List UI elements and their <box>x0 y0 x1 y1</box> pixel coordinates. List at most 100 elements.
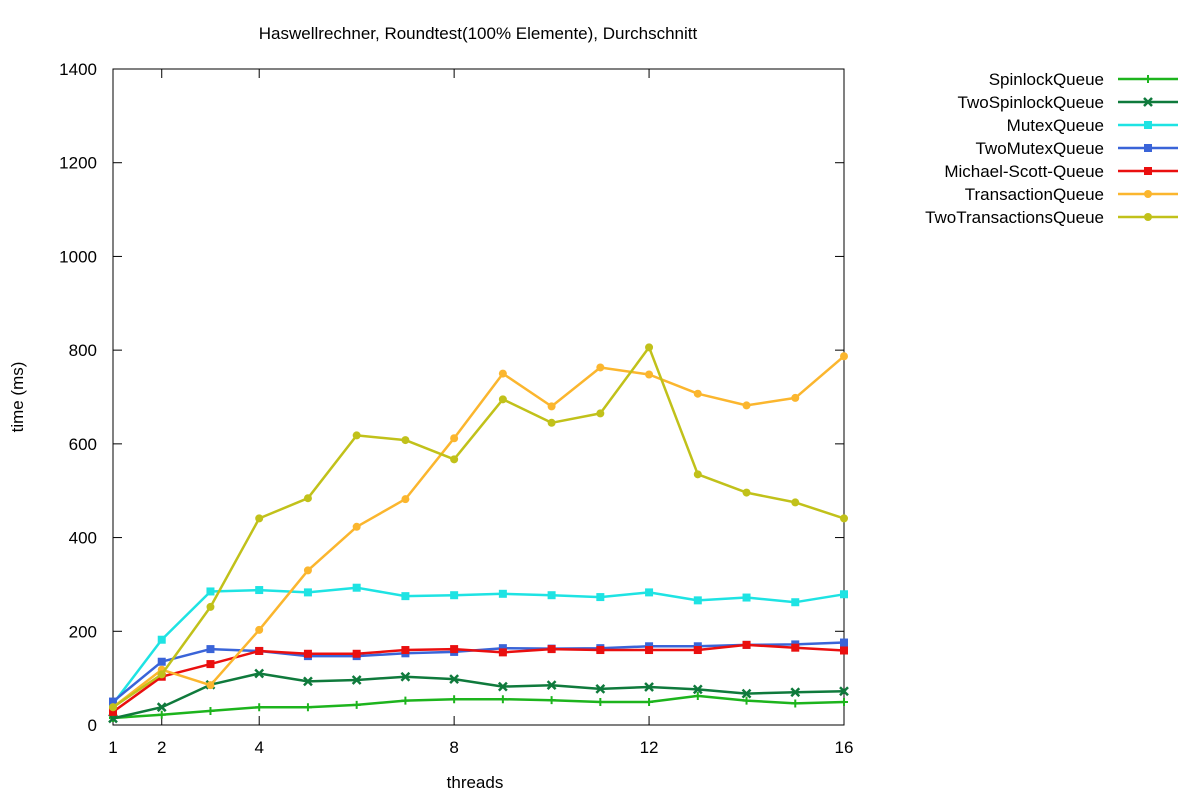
data-point <box>352 522 361 531</box>
legend-marker <box>1144 213 1152 221</box>
data-point <box>254 668 265 679</box>
series-line <box>112 672 845 720</box>
data-point <box>497 681 508 692</box>
data-point <box>450 455 459 464</box>
x-tick-label: 2 <box>157 738 166 757</box>
data-point <box>206 587 215 596</box>
legend-marker <box>1144 75 1152 83</box>
legend-entry: MutexQueue <box>1007 116 1178 135</box>
data-point <box>303 649 312 658</box>
data-point <box>742 488 751 497</box>
series-line <box>112 355 845 709</box>
y-tick-label: 0 <box>88 716 97 735</box>
data-point <box>156 702 167 713</box>
data-point <box>352 431 361 440</box>
data-point <box>791 598 800 607</box>
data-point <box>693 389 702 398</box>
legend: SpinlockQueue TwoSpinlockQueue MutexQueue T… <box>925 70 1178 227</box>
data-point <box>498 589 507 598</box>
data-point <box>742 696 751 705</box>
y-axis-label: time (ms) <box>8 362 27 433</box>
plot-frame <box>112 68 845 726</box>
legend-label: Michael-Scott-Queue <box>944 162 1104 181</box>
legend-label: SpinlockQueue <box>989 70 1104 89</box>
data-point <box>157 657 166 666</box>
data-point <box>546 680 557 691</box>
y-tick-label: 1000 <box>59 247 97 266</box>
data-point <box>255 514 264 523</box>
data-point <box>791 643 800 652</box>
data-point <box>645 698 654 707</box>
data-point <box>547 645 556 654</box>
legend-entry: TwoSpinlockQueue <box>958 93 1178 112</box>
data-point <box>109 703 117 712</box>
data-point <box>206 645 215 654</box>
data-point <box>645 343 654 352</box>
x-tick-label: 1 <box>108 738 117 757</box>
data-point <box>596 646 605 655</box>
data-point <box>645 646 654 655</box>
data-point <box>157 635 166 644</box>
data-point <box>644 682 654 692</box>
data-point <box>450 434 459 443</box>
data-point <box>596 409 605 418</box>
data-point <box>109 697 117 706</box>
x-axis-label: threads <box>447 773 504 792</box>
data-point <box>693 470 702 479</box>
data-point <box>693 646 702 655</box>
data-point <box>400 671 411 682</box>
legend-marker <box>1144 121 1152 129</box>
chart-title: Haswellrechner, Roundtest(100% Elemente)… <box>259 24 698 43</box>
series-line <box>112 346 845 709</box>
data-point <box>109 707 117 716</box>
legend-entry: TwoTransactionsQueue <box>925 208 1178 227</box>
data-point <box>255 646 264 655</box>
data-point <box>692 684 703 695</box>
data-point <box>157 710 166 719</box>
legend-entry: SpinlockQueue <box>989 70 1178 89</box>
series-line <box>112 643 845 713</box>
data-point <box>498 369 507 378</box>
legend-marker <box>1144 144 1152 152</box>
data-point <box>645 588 654 597</box>
data-point <box>401 592 410 601</box>
data-point <box>547 402 556 411</box>
legend-label: TransactionQueue <box>965 185 1104 204</box>
data-point <box>547 591 556 600</box>
legend-marker <box>1143 97 1153 107</box>
data-point <box>742 401 751 410</box>
data-point <box>303 703 312 712</box>
x-tick-label: 8 <box>449 738 458 757</box>
data-point <box>352 700 361 709</box>
data-point <box>303 566 312 575</box>
data-point <box>352 649 361 658</box>
data-point <box>401 696 410 705</box>
data-point <box>157 670 166 679</box>
y-tick-label: 600 <box>69 435 97 454</box>
data-point <box>206 681 215 690</box>
data-point <box>498 648 507 657</box>
data-point <box>401 436 410 445</box>
data-point <box>547 696 556 705</box>
data-point <box>498 395 507 404</box>
data-point <box>840 514 848 523</box>
legend-marker <box>1144 190 1152 198</box>
data-point <box>547 418 556 427</box>
data-point <box>840 698 848 707</box>
data-point <box>498 695 507 704</box>
data-point <box>693 691 702 700</box>
series-line <box>112 694 845 720</box>
data-point <box>450 591 459 600</box>
x-tick-label: 12 <box>640 738 659 757</box>
data-point <box>255 586 264 595</box>
series-twomutexqueue <box>109 638 848 706</box>
data-point <box>645 370 654 379</box>
data-point <box>401 646 410 655</box>
series-twospinlockqueue <box>108 668 849 724</box>
data-point <box>791 393 800 402</box>
legend-label: TwoTransactionsQueue <box>925 208 1104 227</box>
data-point <box>791 498 800 507</box>
series-line <box>112 586 845 705</box>
legend-label: TwoMutexQueue <box>975 139 1104 158</box>
